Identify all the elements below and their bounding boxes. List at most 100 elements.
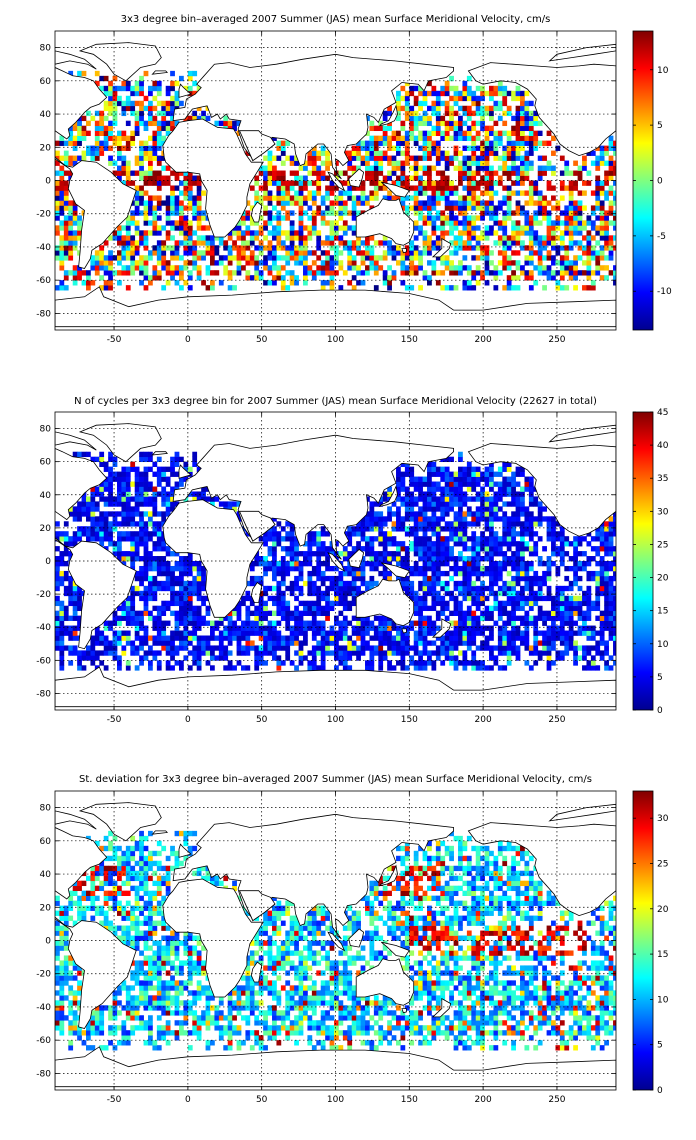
bin-cell — [170, 645, 175, 651]
bin-cell — [134, 645, 140, 651]
bin-cell — [506, 145, 512, 151]
bin-cell — [551, 635, 556, 641]
bin-cell — [55, 635, 60, 641]
bin-cell — [329, 225, 335, 231]
bin-cell — [196, 620, 202, 626]
bin-cell — [400, 270, 406, 276]
bin-cell — [214, 235, 220, 241]
bin-cell — [396, 195, 401, 201]
bin-cell — [342, 595, 348, 602]
bin-cell — [586, 230, 592, 236]
bin-cell — [515, 210, 521, 216]
bin-cell — [373, 170, 379, 176]
bin-cell — [187, 225, 193, 231]
bin-cell — [351, 185, 357, 191]
bin-cell — [453, 585, 459, 592]
bin-cell — [196, 235, 202, 241]
bin-cell — [608, 605, 614, 612]
bin-cell — [223, 120, 229, 127]
bin-cell — [453, 565, 459, 572]
bin-cell — [347, 165, 353, 171]
bin-cell — [431, 150, 437, 156]
bin-cell — [121, 265, 127, 271]
bin-cell — [183, 225, 189, 231]
bin-cell — [497, 665, 503, 671]
bin-cell — [466, 110, 472, 117]
bin-cell — [387, 630, 392, 636]
bin-cell — [311, 275, 317, 281]
bin-cell — [99, 275, 105, 281]
bin-cell — [484, 145, 490, 151]
bin-cell — [573, 575, 578, 582]
bin-cell — [391, 155, 397, 161]
bin-cell — [320, 625, 326, 631]
bin-cell — [298, 245, 304, 251]
bin-cell — [218, 235, 224, 241]
bin-cell — [590, 220, 596, 226]
bin-cell — [121, 255, 127, 261]
bin-cell — [77, 275, 82, 281]
bin-cell — [573, 630, 578, 636]
bin-cell — [533, 580, 539, 587]
bin-cell — [422, 605, 428, 612]
bin-cell — [351, 245, 357, 251]
bin-cell — [351, 640, 357, 646]
bin-cell — [551, 660, 556, 666]
bin-cell — [431, 100, 437, 107]
bin-cell — [148, 660, 153, 666]
bin-cell — [533, 595, 539, 602]
bin-cell — [103, 85, 109, 92]
bin-cell — [595, 260, 601, 266]
bin-cell — [81, 270, 87, 276]
bin-cell — [156, 170, 162, 176]
bin-cell — [156, 130, 162, 136]
bin-cell — [365, 580, 370, 587]
bin-cell — [595, 580, 601, 587]
bin-cell — [528, 270, 534, 276]
bin-cell — [471, 655, 477, 661]
bin-cell — [152, 210, 158, 216]
bin-cell — [267, 195, 273, 201]
bin-cell — [311, 585, 317, 592]
bin-cell — [156, 640, 162, 646]
bin-cell — [254, 575, 260, 582]
bin-cell — [435, 245, 441, 251]
bin-cell — [551, 600, 556, 607]
bin-cell — [520, 556, 525, 562]
bin-cell — [205, 240, 211, 246]
bin-cell — [524, 225, 530, 231]
bin-cell — [267, 595, 273, 602]
bin-cell — [502, 600, 508, 607]
bin-cell — [369, 536, 375, 542]
bin-cell — [338, 650, 344, 656]
bin-cell — [502, 590, 508, 597]
bin-cell — [285, 200, 291, 206]
bin-cell — [373, 125, 379, 132]
bin-cell — [475, 165, 481, 171]
bin-cell — [577, 575, 583, 582]
bin-cell — [112, 630, 118, 636]
bin-cell — [497, 546, 503, 552]
bin-cell — [276, 180, 282, 186]
bin-cell — [303, 255, 308, 261]
bin-cell — [161, 546, 167, 552]
bin-cell — [183, 630, 189, 636]
bin-cell — [165, 125, 171, 132]
bin-cell — [276, 200, 282, 206]
bin-cell — [134, 210, 140, 216]
bin-cell — [325, 590, 330, 597]
bin-cell — [267, 220, 273, 226]
bin-cell — [55, 245, 60, 251]
bin-cell — [444, 260, 450, 266]
bin-cell — [466, 580, 472, 587]
bin-cell — [334, 650, 339, 656]
bin-cell — [152, 620, 158, 626]
bin-cell — [497, 105, 503, 112]
landmass — [238, 130, 276, 162]
bin-cell — [422, 240, 428, 246]
bin-cell — [458, 650, 463, 656]
bin-cell — [307, 270, 313, 276]
bin-cell — [316, 255, 322, 261]
bin-cell — [533, 546, 539, 552]
bin-cell — [396, 180, 401, 186]
